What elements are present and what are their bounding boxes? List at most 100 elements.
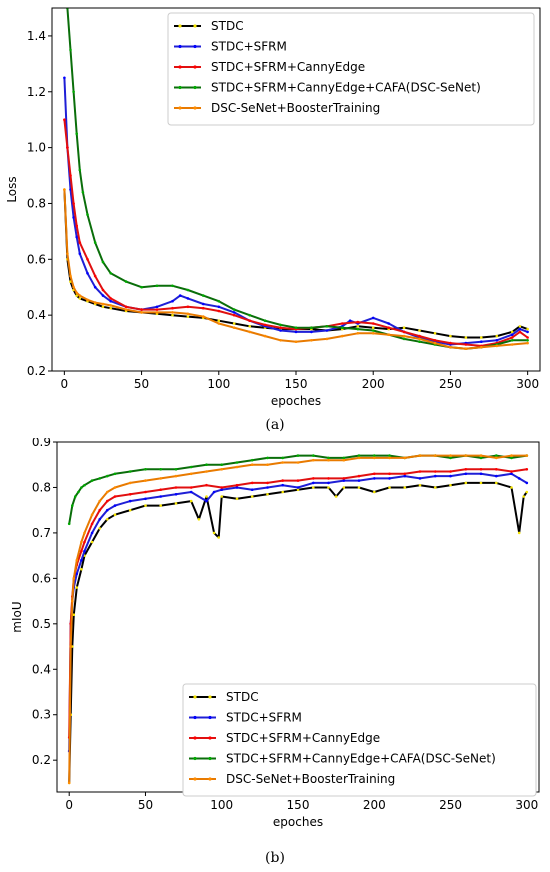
- series-3-point: [106, 474, 109, 478]
- series-line-4: [68, 454, 527, 783]
- series-4-point: [248, 330, 251, 334]
- series-1-point: [232, 311, 236, 314]
- series-line-4: [63, 189, 528, 350]
- series-1-point: [75, 235, 78, 239]
- series-4-point: [106, 490, 109, 494]
- caption-a: (a): [265, 417, 285, 433]
- series-line-2: [63, 119, 529, 347]
- series-3-point: [248, 313, 251, 317]
- series-0-point: [495, 481, 498, 485]
- series-2-point: [464, 343, 468, 346]
- series-3-point: [263, 319, 267, 323]
- series-2-point: [140, 308, 143, 311]
- x-tick-label: 50: [138, 798, 153, 812]
- series-3-point: [159, 468, 162, 471]
- series-1-point: [101, 294, 105, 297]
- series-2-point: [356, 320, 360, 324]
- series-0-point: [433, 332, 437, 335]
- series-3-point: [402, 337, 406, 341]
- series-3-point: [83, 483, 86, 487]
- series-2-point: [464, 468, 468, 471]
- series-2-point: [106, 499, 109, 503]
- series-2-point: [202, 306, 205, 310]
- series-4-point: [232, 326, 236, 330]
- series-4-point: [495, 344, 499, 348]
- y-tick-label: 1.4: [27, 29, 46, 43]
- series-1-point: [217, 305, 221, 309]
- series-3-point: [67, 522, 71, 526]
- series-4-point: [373, 456, 376, 460]
- y-tick-label: 0.5: [32, 617, 51, 631]
- series-2-point: [495, 468, 498, 471]
- series-3-point: [342, 456, 346, 460]
- series-2-point: [526, 336, 529, 339]
- plot-area: [63, 8, 529, 351]
- series-1-point: [312, 481, 315, 485]
- series-1-point: [281, 483, 285, 487]
- series-3-point: [327, 456, 330, 460]
- series-3-point: [296, 454, 300, 457]
- series-0-point: [357, 486, 361, 489]
- series-3-point: [232, 308, 236, 311]
- series-0-point: [449, 334, 452, 338]
- series-4-point: [75, 558, 79, 562]
- series-4-point: [202, 315, 205, 318]
- legend-label-0: STDC: [211, 19, 244, 33]
- series-2-point: [248, 319, 251, 323]
- series-4-point: [371, 332, 375, 335]
- series-3-point: [72, 90, 75, 94]
- series-4-point: [263, 334, 267, 338]
- x-tick-label: 0: [61, 377, 69, 391]
- series-0-point: [98, 527, 101, 530]
- series-1-point: [418, 477, 422, 480]
- series-3-point: [357, 454, 361, 457]
- series-2-point: [98, 508, 101, 512]
- series-4-point: [418, 454, 422, 457]
- series-2-point: [171, 306, 174, 310]
- series-3-point: [186, 288, 190, 292]
- series-4-point: [464, 347, 468, 351]
- series-2-point: [357, 474, 361, 478]
- series-1-point: [357, 479, 361, 482]
- series-0-point: [109, 306, 112, 310]
- series-3-point: [98, 477, 101, 480]
- series-3-point: [77, 490, 80, 494]
- legend-marker-1: [178, 44, 182, 49]
- series-2-point: [220, 486, 223, 489]
- series-1-point: [294, 330, 298, 334]
- series-2-point: [109, 297, 112, 300]
- series-0-point: [80, 568, 83, 571]
- series-4-point: [434, 454, 437, 457]
- series-4-point: [312, 458, 315, 462]
- series-1-point: [155, 305, 159, 309]
- x-tick-label: 300: [515, 798, 538, 812]
- series-4-point: [526, 341, 529, 345]
- series-0-point: [186, 315, 190, 318]
- series-1-point: [83, 549, 86, 553]
- series-1-point: [220, 488, 223, 491]
- series-3-point: [80, 486, 83, 489]
- x-tick-label: 150: [285, 377, 308, 391]
- series-1-point: [517, 477, 521, 480]
- legend-box: [167, 12, 535, 126]
- series-0-point: [418, 483, 422, 487]
- series-2-point: [78, 241, 82, 244]
- series-3-point: [526, 339, 529, 342]
- series-4-point: [128, 481, 132, 485]
- series-3-point: [279, 323, 282, 327]
- series-1-point: [202, 302, 205, 306]
- series-0-point: [510, 330, 514, 334]
- series-2-point: [124, 305, 128, 309]
- x-tick-label: 250: [439, 798, 462, 812]
- series-1-point: [526, 330, 529, 334]
- series-3-point: [312, 454, 315, 457]
- series-4-point: [174, 474, 178, 478]
- y-tick-label: 1.0: [27, 141, 46, 155]
- series-2-point: [327, 477, 330, 480]
- legend-marker-3: [178, 85, 182, 90]
- series-1-point: [464, 472, 468, 476]
- series-3-point: [69, 48, 72, 52]
- series-1-point: [296, 486, 300, 489]
- series-2-point: [281, 479, 285, 482]
- series-1-point: [80, 558, 83, 562]
